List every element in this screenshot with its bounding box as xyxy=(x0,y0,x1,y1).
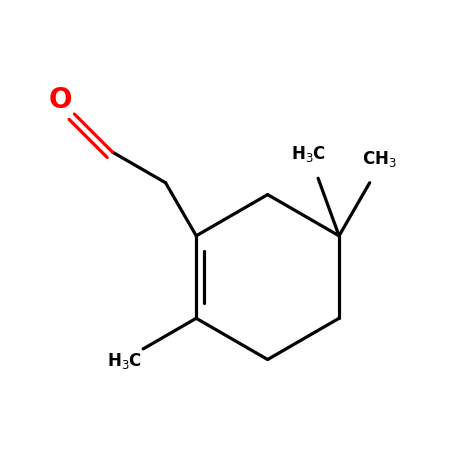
Text: H$_3$C: H$_3$C xyxy=(291,144,326,164)
Text: H$_3$C: H$_3$C xyxy=(107,351,142,371)
Text: CH$_3$: CH$_3$ xyxy=(362,149,396,169)
Text: O: O xyxy=(48,86,72,114)
